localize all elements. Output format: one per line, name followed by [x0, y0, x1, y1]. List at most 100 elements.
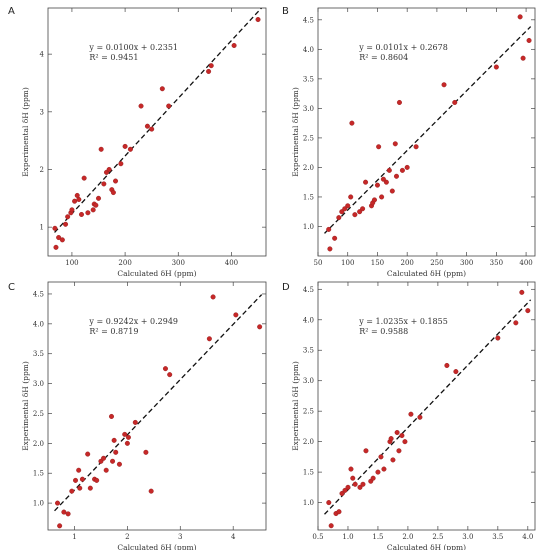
data-point: [441, 82, 447, 88]
data-point: [336, 509, 342, 515]
data-point: [118, 161, 124, 167]
data-point: [328, 523, 334, 529]
fit-r2: R² = 0.9588: [359, 327, 408, 336]
data-point: [257, 324, 263, 330]
y-tick-label: 2.5: [303, 134, 314, 142]
x-tick-label: 50: [314, 259, 323, 267]
fit-line: [324, 26, 532, 234]
data-point: [396, 448, 402, 454]
data-point: [231, 42, 237, 48]
panel-d: D 0.5 1.0 1.5 2.0 2.5 3.0 3.5 4.0 1.0 1.5 2.0 2.5 3.0…: [282, 281, 536, 550]
data-point: [103, 467, 109, 473]
data-point: [110, 190, 116, 196]
data-point: [326, 500, 332, 506]
data-point: [386, 167, 392, 173]
data-point: [378, 454, 384, 460]
y-tick-label: 3.5: [303, 347, 314, 355]
data-point: [206, 336, 212, 342]
data-point: [393, 173, 399, 179]
data-point: [87, 485, 93, 491]
panel-label: A: [8, 6, 15, 17]
data-point: [453, 369, 459, 375]
y-tick-label: 4.0: [33, 320, 44, 328]
data-point: [388, 436, 394, 442]
data-point: [525, 308, 531, 314]
data-point: [101, 455, 107, 461]
y-tick-label: 1.0: [303, 499, 314, 507]
data-point: [208, 63, 214, 69]
x-tick-label: 1.5: [372, 533, 383, 541]
data-point: [370, 475, 376, 481]
data-point: [210, 294, 216, 300]
data-point: [56, 235, 62, 241]
x-tick-label: 350: [490, 259, 503, 267]
data-point: [383, 179, 389, 185]
data-point: [73, 477, 79, 483]
x-tick-label: 2.0: [402, 533, 413, 541]
data-point: [90, 207, 96, 213]
panel-b: B 50 100 150 200 250 300 350 400 1.0 1.5 2.0 2.5 3.0 3…: [282, 6, 536, 278]
data-point: [408, 411, 414, 417]
x-axis-label: Calculated δH (ppm): [117, 269, 196, 278]
data-point: [124, 440, 130, 446]
x-tick-label: 400: [225, 259, 238, 267]
data-point: [345, 203, 351, 209]
data-point: [357, 209, 363, 215]
data-point: [352, 481, 358, 487]
data-point: [339, 209, 345, 215]
data-point: [132, 419, 138, 425]
data-point: [144, 123, 150, 129]
x-tick-label: 4: [231, 533, 236, 541]
x-tick-label: 100: [341, 259, 354, 267]
data-point: [389, 188, 395, 194]
data-point: [417, 414, 423, 420]
data-point: [76, 467, 82, 473]
data-point: [149, 126, 155, 132]
data-point: [77, 485, 83, 491]
y-tick-label: 3.5: [33, 350, 44, 358]
data-point: [452, 99, 458, 105]
data-point: [352, 212, 358, 218]
y-axis-label: Experimental δH (ppm): [291, 87, 300, 177]
y-tick-label: 1.0: [303, 223, 314, 231]
data-point: [327, 246, 333, 252]
y-tick-label: 2.0: [33, 440, 44, 448]
y-tick-label: 3.0: [33, 380, 44, 388]
data-point: [127, 146, 133, 152]
data-point: [72, 198, 78, 204]
data-point: [350, 475, 356, 481]
data-point: [116, 461, 122, 467]
data-point: [360, 206, 366, 212]
plot-frame: [47, 281, 267, 531]
fit-line: [54, 8, 263, 233]
data-point: [519, 289, 525, 295]
fit-line: [54, 294, 263, 512]
y-tick-label: 1.5: [303, 469, 314, 477]
x-tick-label: 300: [172, 259, 185, 267]
data-point: [342, 487, 348, 493]
data-point: [65, 214, 71, 220]
y-tick-label: 4.5: [303, 286, 314, 294]
x-tick-label: 2.5: [432, 533, 443, 541]
data-point: [495, 335, 501, 341]
fit-equation: y = 0.0100x + 0.2351: [88, 43, 178, 52]
data-point: [110, 458, 116, 464]
data-point: [78, 211, 84, 217]
data-point: [55, 500, 61, 506]
data-point: [138, 103, 144, 109]
data-point: [444, 362, 450, 368]
data-point: [357, 484, 363, 490]
x-tick-label: 200: [118, 259, 131, 267]
y-axis-label: Experimental δH (ppm): [291, 361, 300, 451]
data-point: [111, 437, 117, 443]
data-point: [363, 448, 369, 454]
data-point: [379, 194, 385, 200]
y-tick-label: 1.0: [33, 500, 44, 508]
x-tick-label: 1: [72, 533, 76, 541]
data-point: [57, 523, 63, 529]
x-tick-label: 0.5: [312, 533, 323, 541]
y-tick-label: 4.0: [303, 316, 314, 324]
x-tick-label: 300: [460, 259, 473, 267]
data-point: [255, 17, 261, 23]
